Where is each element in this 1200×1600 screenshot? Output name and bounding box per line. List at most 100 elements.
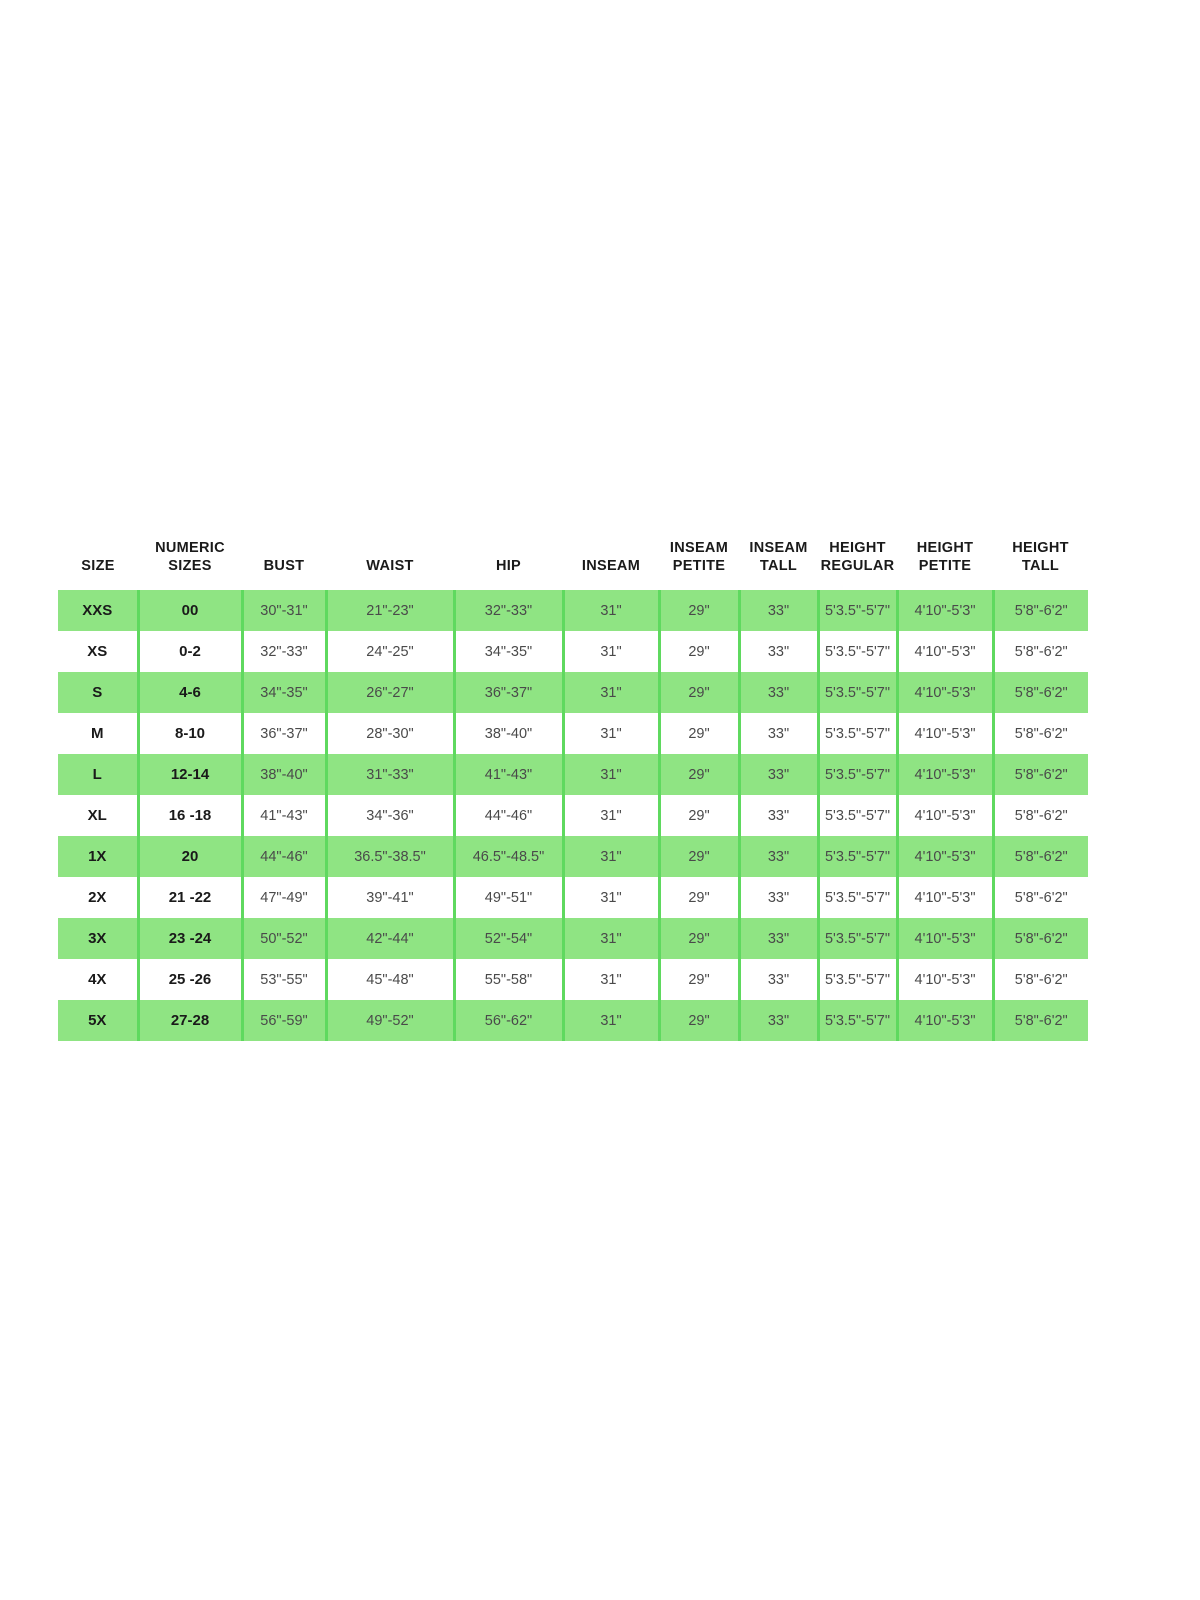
column-header-hip: HIP — [454, 518, 563, 590]
column-header-label: HEIGHT — [829, 539, 886, 556]
cell-height_regular: 5'3.5"-5'7" — [816, 1000, 897, 1041]
cell-bust: 30"-31" — [240, 590, 326, 631]
cell-inseam: 31" — [561, 590, 659, 631]
cell-numeric_sizes: 4-6 — [136, 672, 242, 713]
cell-inseam_tall: 33" — [737, 918, 818, 959]
cell-size: M — [58, 713, 138, 754]
cell-waist: 36.5"-38.5" — [324, 836, 454, 877]
column-header-label: REGULAR — [820, 558, 895, 575]
cell-hip: 56"-62" — [452, 1000, 563, 1041]
cell-inseam_tall: 33" — [737, 836, 818, 877]
cell-height_regular: 5'3.5"-5'7" — [816, 959, 897, 1000]
cell-height_petite: 4'10"-5'3" — [895, 754, 993, 795]
cell-inseam_tall: 33" — [737, 1000, 818, 1041]
cell-inseam_petite: 29" — [657, 795, 739, 836]
cell-size: 4X — [58, 959, 138, 1000]
cell-inseam_tall: 33" — [737, 754, 818, 795]
cell-inseam_tall: 33" — [737, 713, 818, 754]
cell-numeric_sizes: 20 — [136, 836, 242, 877]
cell-size: XL — [58, 795, 138, 836]
column-header-label: WAIST — [366, 558, 414, 575]
cell-hip: 52"-54" — [452, 918, 563, 959]
cell-size: 2X — [58, 877, 138, 918]
column-header-height_tall: HEIGHT TALL — [993, 518, 1088, 590]
cell-numeric_sizes: 16 -18 — [136, 795, 242, 836]
cell-bust: 47"-49" — [240, 877, 326, 918]
cell-waist: 39"-41" — [324, 877, 454, 918]
cell-height_regular: 5'3.5"-5'7" — [816, 631, 897, 672]
cell-numeric_sizes: 27-28 — [136, 1000, 242, 1041]
cell-height_tall: 5'8"-6'2" — [991, 918, 1088, 959]
column-header-label: TALL — [1021, 558, 1060, 575]
cell-inseam: 31" — [561, 795, 659, 836]
table-row: 2X 21 -22 47"-49" 39"-41" 49"-51" 31" 29" 33" 5'… — [58, 877, 1183, 918]
cell-height_tall: 5'8"-6'2" — [991, 836, 1088, 877]
cell-hip: 46.5"-48.5" — [452, 836, 563, 877]
cell-height_regular: 5'3.5"-5'7" — [816, 713, 897, 754]
size-chart-body: XXS 00 30"-31" 21"-23" 32"-33" 31" 29" 33" 5'3.5… — [58, 590, 1183, 1041]
column-header-inseam_tall: INSEAM TALL — [739, 518, 818, 590]
cell-bust: 36"-37" — [240, 713, 326, 754]
cell-inseam_petite: 29" — [657, 1000, 739, 1041]
column-header-label: INSEAM — [749, 539, 808, 556]
column-header-waist: WAIST — [326, 518, 454, 590]
cell-size: L — [58, 754, 138, 795]
cell-waist: 24"-25" — [324, 631, 454, 672]
size-chart-container: SIZE NUMERIC SIZES BUST WAIST HIP INSEAM INSEAM… — [58, 518, 1123, 1041]
cell-size: XXS — [58, 590, 138, 631]
cell-inseam: 31" — [561, 672, 659, 713]
cell-bust: 53"-55" — [240, 959, 326, 1000]
cell-waist: 26"-27" — [324, 672, 454, 713]
column-header-label: PETITE — [918, 558, 972, 575]
cell-numeric_sizes: 00 — [136, 590, 242, 631]
cell-hip: 49"-51" — [452, 877, 563, 918]
cell-height_tall: 5'8"-6'2" — [991, 590, 1088, 631]
cell-inseam_petite: 29" — [657, 713, 739, 754]
column-header-numeric_sizes: NUMERIC SIZES — [138, 518, 242, 590]
table-row: M 8-10 36"-37" 28"-30" 38"-40" 31" 29" 33" 5'3.5… — [58, 713, 1183, 754]
column-header-size: SIZE — [58, 518, 138, 590]
cell-height_tall: 5'8"-6'2" — [991, 877, 1088, 918]
cell-inseam_petite: 29" — [657, 959, 739, 1000]
cell-height_tall: 5'8"-6'2" — [991, 959, 1088, 1000]
cell-numeric_sizes: 0-2 — [136, 631, 242, 672]
cell-waist: 49"-52" — [324, 1000, 454, 1041]
table-row: L 12-14 38"-40" 31"-33" 41"-43" 31" 29" 33" 5'3.… — [58, 754, 1183, 795]
cell-inseam_petite: 29" — [657, 836, 739, 877]
cell-height_regular: 5'3.5"-5'7" — [816, 590, 897, 631]
cell-height_tall: 5'8"-6'2" — [991, 713, 1088, 754]
cell-bust: 32"-33" — [240, 631, 326, 672]
cell-numeric_sizes: 25 -26 — [136, 959, 242, 1000]
cell-height_petite: 4'10"-5'3" — [895, 713, 993, 754]
column-header-label: INSEAM — [581, 558, 641, 575]
cell-height_petite: 4'10"-5'3" — [895, 672, 993, 713]
cell-numeric_sizes: 12-14 — [136, 754, 242, 795]
column-header-label: HEIGHT — [916, 539, 974, 556]
cell-inseam_petite: 29" — [657, 590, 739, 631]
cell-bust: 44"-46" — [240, 836, 326, 877]
table-row: XS 0-2 32"-33" 24"-25" 34"-35" 31" 29" 33" 5'3.5… — [58, 631, 1183, 672]
cell-inseam_petite: 29" — [657, 631, 739, 672]
cell-bust: 41"-43" — [240, 795, 326, 836]
cell-hip: 55"-58" — [452, 959, 563, 1000]
cell-hip: 41"-43" — [452, 754, 563, 795]
column-header-label: HIP — [495, 558, 522, 575]
cell-bust: 50"-52" — [240, 918, 326, 959]
cell-height_tall: 5'8"-6'2" — [991, 795, 1088, 836]
cell-waist: 21"-23" — [324, 590, 454, 631]
cell-inseam: 31" — [561, 1000, 659, 1041]
cell-height_tall: 5'8"-6'2" — [991, 754, 1088, 795]
column-header-label: TALL — [759, 558, 798, 575]
cell-size: 1X — [58, 836, 138, 877]
cell-inseam_tall: 33" — [737, 877, 818, 918]
cell-inseam_tall: 33" — [737, 631, 818, 672]
cell-inseam: 31" — [561, 959, 659, 1000]
cell-height_tall: 5'8"-6'2" — [991, 1000, 1088, 1041]
column-header-label: INSEAM — [669, 539, 729, 556]
cell-height_tall: 5'8"-6'2" — [991, 631, 1088, 672]
column-header-inseam_petite: INSEAM PETITE — [659, 518, 739, 590]
cell-bust: 34"-35" — [240, 672, 326, 713]
column-header-label: PETITE — [672, 558, 726, 575]
table-row: 3X 23 -24 50"-52" 42"-44" 52"-54" 31" 29" 33" 5'… — [58, 918, 1183, 959]
cell-waist: 42"-44" — [324, 918, 454, 959]
